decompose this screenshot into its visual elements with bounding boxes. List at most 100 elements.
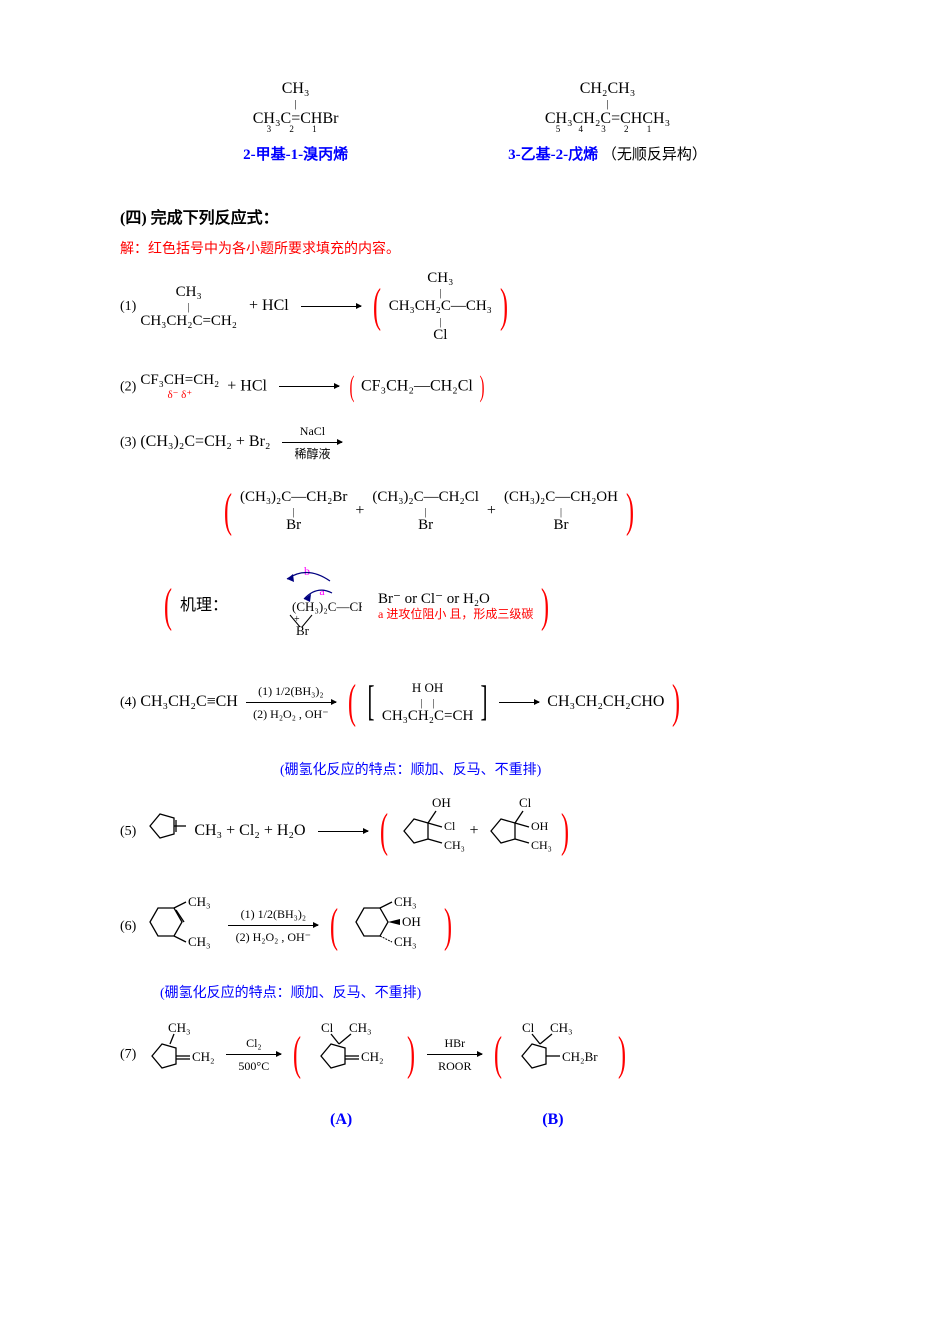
arrow-icon — [301, 306, 361, 307]
rxn1-prod-mid: CH₃CH₂C—CH₃ — [389, 298, 492, 314]
reaction-4: (4) CH₃CH₂C≡CH (1) 1/2(BH₃)₂ (2) H₂O₂ , … — [120, 664, 830, 741]
arrow-icon: (1) 1/2(BH₃)₂ (2) H₂O₂ , OH⁻ — [246, 702, 336, 703]
svg-text:Cl: Cl — [444, 819, 456, 833]
rxn6-arrow-bot: (2) H₂O₂ , OH⁻ — [236, 928, 311, 947]
svg-text:CH₂Br: CH₂Br — [562, 1049, 598, 1064]
rxn3-p1-mid: (CH₃)₂C—CH₂Br — [240, 489, 347, 505]
rxn6-arrow-top: (1) 1/2(BH₃)₂ — [241, 905, 306, 924]
rxn3-arrow-bot: 稀醇液 — [294, 445, 330, 464]
rxn5-num: (5) — [120, 824, 136, 839]
right-paren-icon: ) — [407, 1016, 415, 1093]
left-paren-icon: ( — [373, 268, 381, 345]
struct1-name: 2-甲基-1-溴丙烯 — [243, 147, 348, 163]
svg-text:OH: OH — [402, 914, 421, 929]
rxn7-reactant-svg: CH₃ CH₂ — [140, 1022, 218, 1087]
arrow-icon: Cl₂ 500°C — [226, 1054, 281, 1055]
struct2-bond: | — [508, 98, 707, 110]
left-paren-icon: ( — [224, 473, 232, 550]
rxn3-p3-mid: (CH₃)₂C—CH₂OH — [504, 489, 618, 505]
left-paren-icon: ( — [348, 664, 356, 741]
rxn1-reactant: CH₃CH₂C=CH₂ — [140, 313, 237, 329]
rxn3-num: (3) — [120, 435, 136, 450]
svg-text:(CH₃)₂C—CH₂: (CH₃)₂C—CH₂ — [292, 599, 362, 614]
rxn2-num: (2) — [120, 380, 136, 395]
rxn3-arrow-top: NaCl — [300, 422, 325, 441]
rxn3-mech-nu: Br⁻ or Cl⁻ or H₂O — [378, 591, 490, 607]
struct1-top: CH₃ — [243, 80, 348, 98]
rxn7-arrow1-bot: 500°C — [238, 1057, 269, 1076]
rxn1-reactant-top: CH₃ — [176, 284, 202, 300]
rxn4-num: (4) — [120, 695, 136, 710]
rxn5-reactant-text: CH₃ + Cl₂ + H₂O — [194, 822, 305, 839]
rxn6-reactant-svg: CH₃ CH₃ — [140, 894, 220, 959]
right-paren-icon: ) — [479, 363, 484, 411]
svg-text:Cl: Cl — [522, 1022, 535, 1035]
svg-text:OH: OH — [531, 819, 549, 833]
reaction-2: (2) CF₃CH=CH₂ δ⁻ δ⁺ + HCl ( CF₃CH₂—CH₂Cl… — [120, 363, 830, 411]
rxn2-reactant: CF₃CH=CH₂ — [140, 372, 219, 388]
section-4-note: 解：红色括号中为各小题所要求填充的内容。 — [120, 238, 830, 258]
reaction-3-products: ( (CH₃)₂C—CH₂Br | Br + (CH₃)₂C—CH₂Cl | B… — [220, 473, 830, 550]
rxn4-arrow-bot: (2) H₂O₂ , OH⁻ — [253, 705, 328, 724]
rxn4-product: CH₃CH₂CH₂CHO — [547, 693, 664, 710]
arrow-icon: HBr ROOR — [427, 1054, 482, 1055]
reaction-6: (6) CH₃ CH₃ (1) 1/2(BH₃)₂ (2) H₂O₂ , OH⁻… — [120, 888, 830, 965]
svg-text:CH₂: CH₂ — [361, 1049, 384, 1064]
rxn5-product1-svg: OH Cl CH₃ — [396, 797, 466, 866]
arrow-icon: NaCl 稀醇液 — [282, 442, 342, 443]
rxn3-mech-note: a 进攻位阻小 且，形成三级碳 — [378, 607, 533, 621]
mech-a-label: a — [319, 584, 325, 598]
rxn1-num: (1) — [120, 299, 136, 314]
structure-2: CH₂CH₃ | CH₃CH₂C=CHCH₃ 5 4 3 2 1 3-乙基-2-… — [508, 80, 707, 164]
rxn7-arrow1-top: Cl₂ — [246, 1034, 262, 1053]
rxn2-product: CF₃CH₂—CH₂Cl — [361, 378, 473, 395]
rxn5-product2-svg: Cl OH CH₃ — [483, 797, 553, 866]
rxn1-prod-bot: Cl — [433, 327, 447, 343]
rxn4-arrow-top: (1) 1/2(BH₃)₂ — [258, 682, 323, 701]
svg-text:OH: OH — [432, 797, 451, 810]
reaction-1: (1) CH₃ | CH₃CH₂C=CH₂ + HCl ( CH₃ | CH₃C… — [120, 268, 830, 345]
left-paren-icon: ( — [293, 1016, 301, 1093]
left-paren-icon: ( — [380, 793, 388, 870]
rxn7-label-b: (B) — [542, 1111, 563, 1129]
rxn3-reactant: (CH₃)₂C=CH₂ + Br₂ — [140, 433, 270, 450]
rxn2-plus: + HCl — [227, 378, 267, 395]
rxn4-inter-mid: CH₃CH₂C=CH — [382, 708, 473, 724]
rxn3-p2-bot: Br — [418, 517, 433, 533]
right-paren-icon: ) — [626, 473, 634, 550]
rxn3-p3-bot: Br — [553, 517, 568, 533]
reaction-5: (5) CH₃ + Cl₂ + H₂O ( OH Cl CH₃ + Cl OH — [120, 793, 830, 870]
rxn1-prod-top: CH₃ — [427, 270, 453, 286]
rxn7-num: (7) — [120, 1047, 136, 1062]
rxn7-arrow2-bot: ROOR — [438, 1057, 471, 1076]
right-paren-icon: ) — [672, 664, 680, 741]
structure-1: CH₃ | CH₃C=CHBr 3 2 1 2-甲基-1-溴丙烯 — [243, 80, 348, 164]
svg-text:CH₃: CH₃ — [168, 1022, 191, 1035]
rxn4-reactant: CH₃CH₂C≡CH — [140, 693, 238, 710]
rxn7-arrow2-top: HBr — [444, 1034, 465, 1053]
rxn3-mech-label: 机理： — [180, 597, 228, 614]
svg-text:CH₂: CH₂ — [192, 1049, 215, 1064]
left-paren-icon: ( — [330, 888, 338, 965]
rxn7-label-a: (A) — [330, 1111, 352, 1129]
top-structures-row: CH₃ | CH₃C=CHBr 3 2 1 2-甲基-1-溴丙烯 CH₂CH₃ … — [120, 80, 830, 164]
svg-text:CH₃: CH₃ — [550, 1022, 573, 1035]
struct2-suffix: （无顺反异构） — [602, 147, 707, 163]
svg-text:CH₃: CH₃ — [444, 838, 465, 852]
rxn3-p2-mid: (CH₃)₂C—CH₂Cl — [372, 489, 479, 505]
rxn4-inter-top: H OH — [412, 680, 443, 695]
bromonium-svg: b a (CH₃)₂C—CH₂ + Br — [252, 567, 362, 646]
rxn4-caption: (硼氢化反应的特点：顺加、反马、不重排) — [280, 759, 830, 779]
reaction-3-mechanism: ( 机理： b a (CH₃)₂C—CH₂ + Br Br⁻ or Cl⁻ or… — [160, 567, 830, 646]
rxn7-productB-svg: Cl CH₃ CH₂Br — [510, 1022, 610, 1087]
right-paren-icon: ) — [561, 793, 569, 870]
left-paren-icon: ( — [164, 568, 172, 645]
right-paren-icon: ) — [500, 268, 508, 345]
rxn2-delta: δ⁻ δ⁺ — [167, 389, 192, 401]
svg-text:CH₃: CH₃ — [188, 894, 211, 909]
svg-text:CH₃: CH₃ — [188, 934, 211, 949]
struct1-bond: | — [243, 98, 348, 110]
arrow-icon: (1) 1/2(BH₃)₂ (2) H₂O₂ , OH⁻ — [228, 925, 318, 926]
rxn1-plus: + HCl — [249, 297, 289, 314]
section-4-heading: (四) 完成下列反应式： — [120, 204, 830, 228]
